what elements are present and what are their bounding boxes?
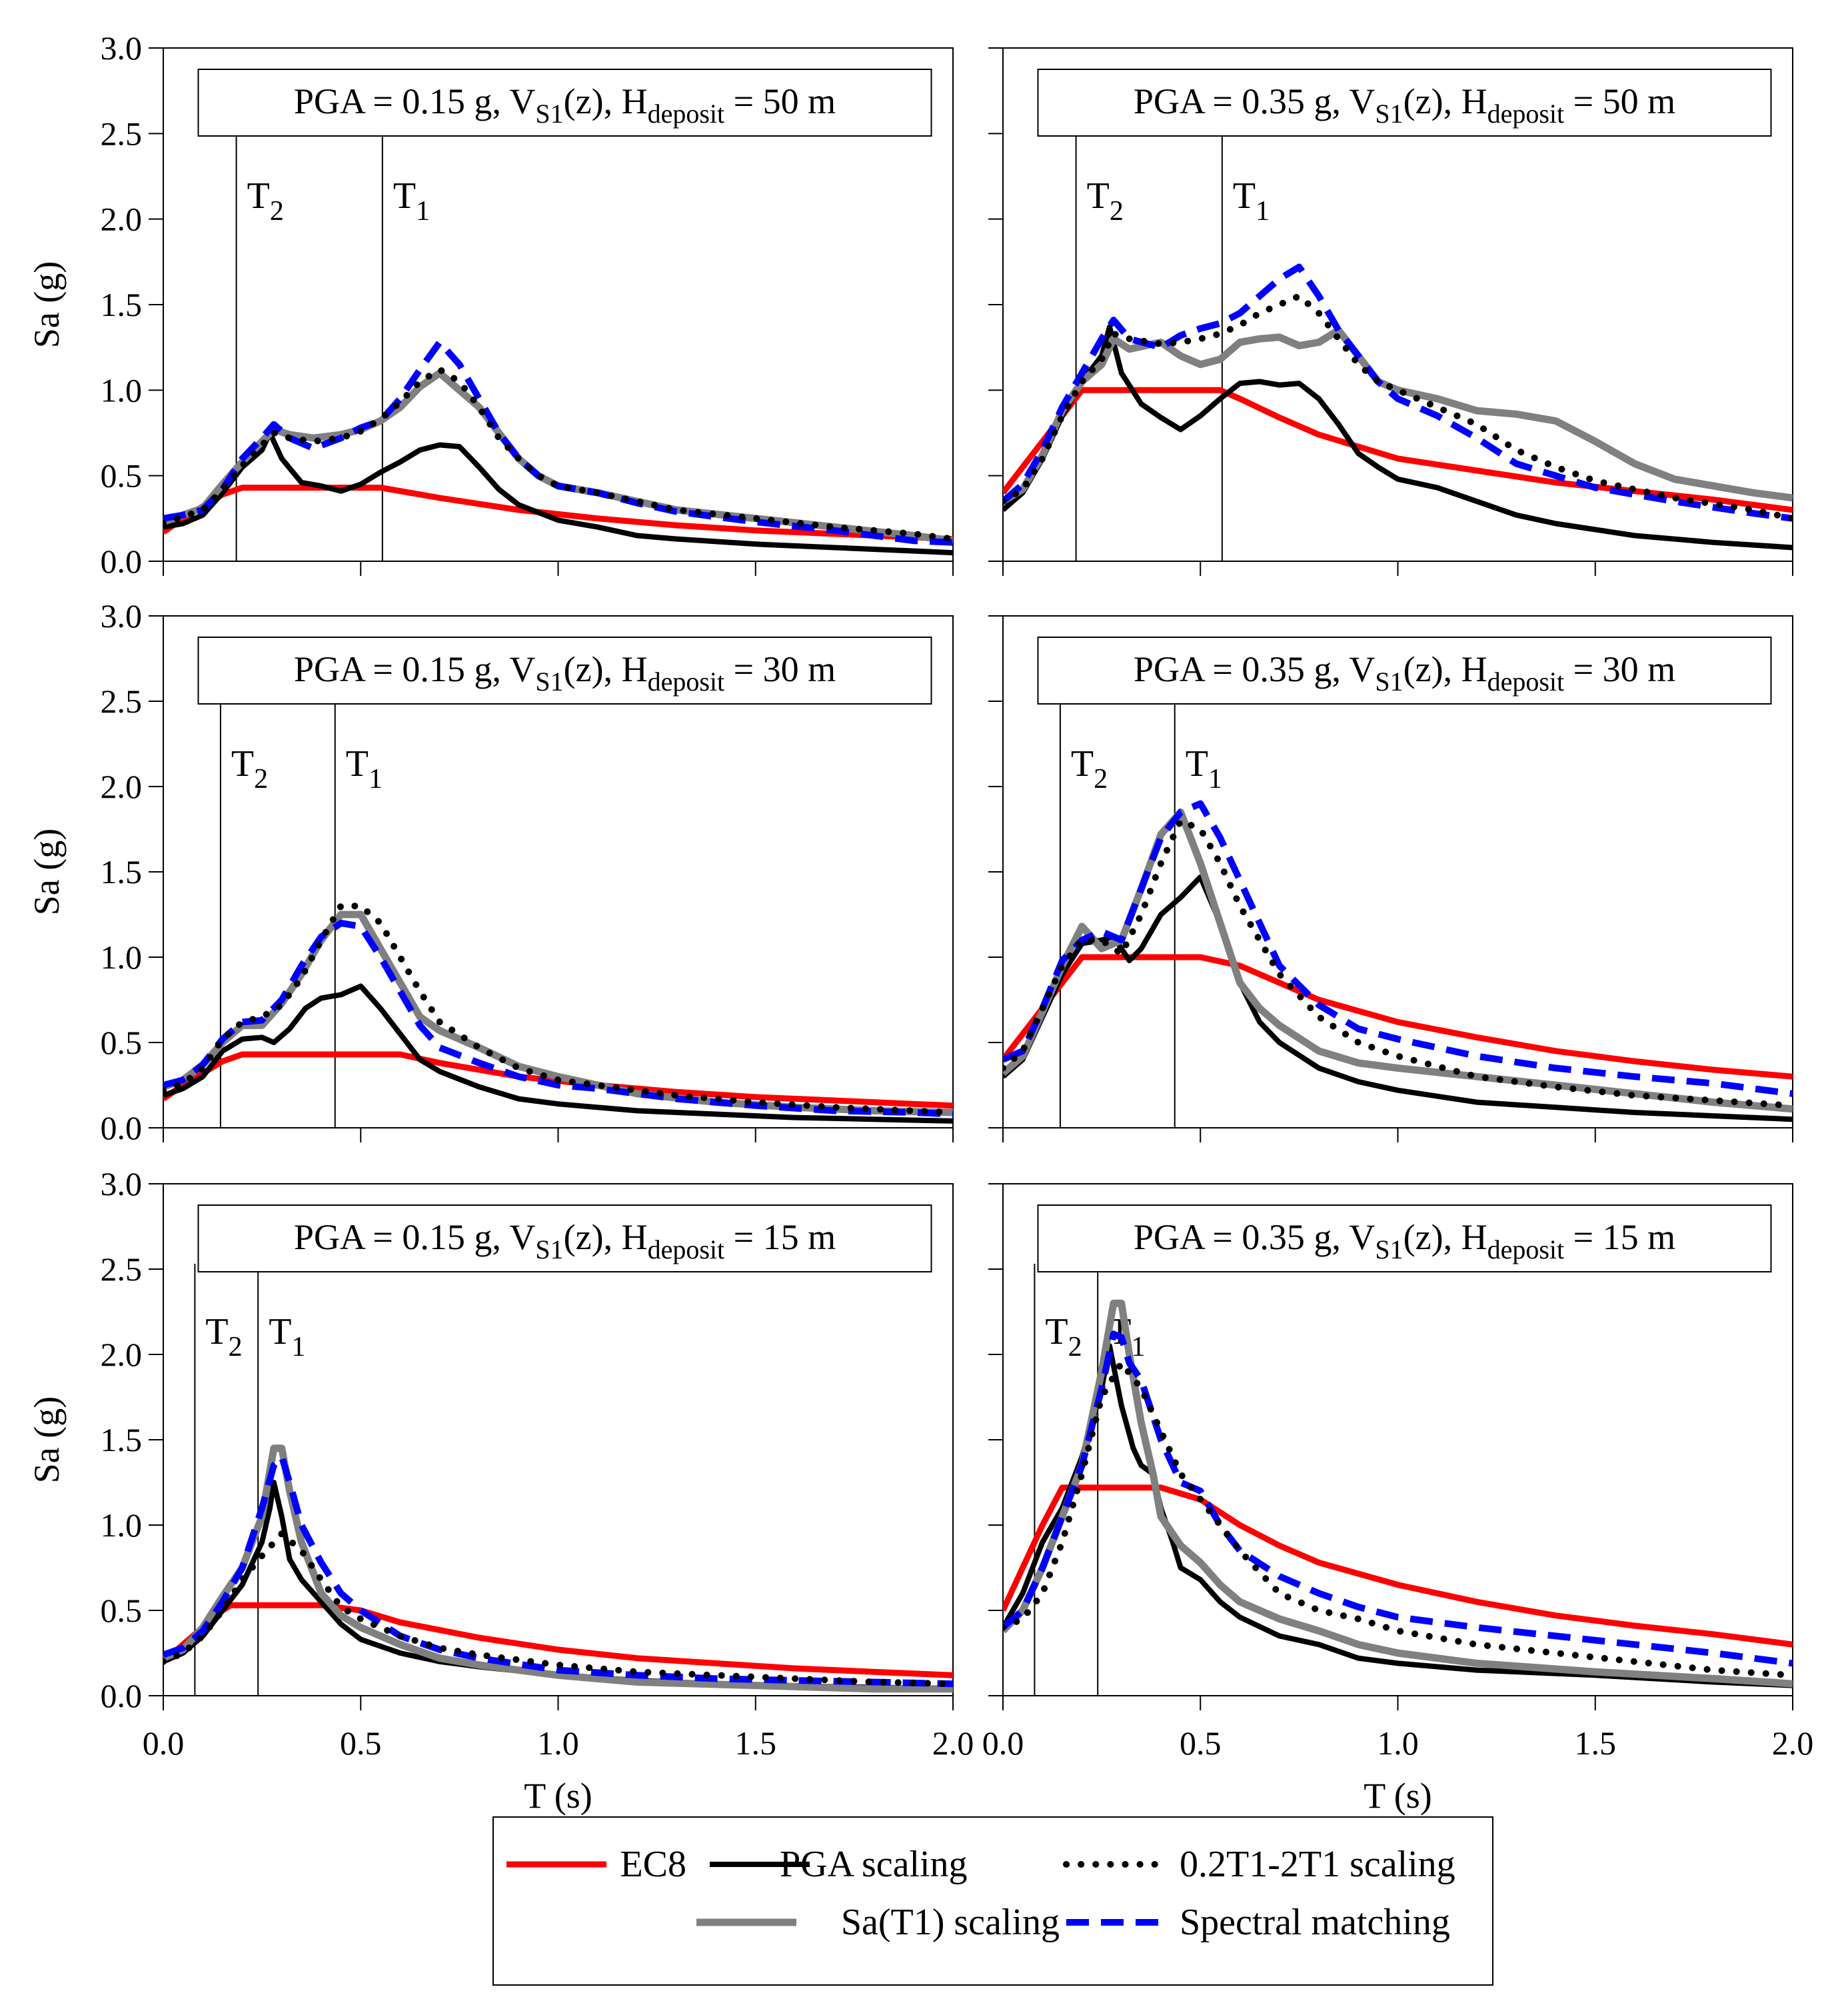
y-tick-label: 1.5 <box>101 853 143 891</box>
period-label-T1: T1 <box>393 175 430 227</box>
x-tick-label: 2.0 <box>932 1724 974 1762</box>
legend-item-sat1: Sa(T1) scaling <box>696 1902 1060 1943</box>
legend-label-pga: PGA scaling <box>780 1844 968 1885</box>
y-tick-label: 3.0 <box>101 1165 143 1202</box>
legend-item-range: 0.2T1-2T1 scaling <box>1063 1844 1455 1885</box>
y-tick-label: 0.0 <box>101 1677 143 1714</box>
y-tick-label: 2.5 <box>101 683 143 720</box>
y-tick-label: 2.0 <box>101 768 143 805</box>
legend-label-match: Spectral matching <box>1180 1902 1450 1943</box>
x-tick-label: 1.0 <box>1377 1724 1419 1762</box>
series-match-line <box>1003 1330 1793 1667</box>
period-label-T2: T2 <box>1071 743 1108 795</box>
panel-2: T2 T1 PGA = 0.35 g, VS1(z), Hdeposit = 50 … <box>988 47 1793 576</box>
series-sat1-line <box>1003 327 1793 505</box>
x-tick-label: 0.0 <box>143 1724 185 1762</box>
x-axis-label: T (s) <box>524 1776 592 1816</box>
series-pga-line <box>1003 324 1793 551</box>
x-tick-label: 1.5 <box>735 1724 777 1762</box>
panel-title-box <box>1037 69 1772 137</box>
y-tick-label: 3.0 <box>101 597 143 635</box>
series-match-line <box>163 1453 953 1688</box>
x-tick-label: 1.0 <box>537 1724 579 1762</box>
series-match-line <box>163 919 953 1118</box>
panel-title: PGA = 0.35 g, VS1(z), Hdeposit = 15 m <box>1134 1217 1675 1264</box>
y-tick-label: 0.5 <box>101 1024 143 1061</box>
x-tick-label: 1.5 <box>1575 1724 1617 1762</box>
y-tick-label: 1.0 <box>101 939 143 976</box>
series-sat1-line <box>163 1444 953 1693</box>
panel-3: 0.0 0.5 1.0 1.5 2.0 2.5 3.0 Sa (g) T2 T1 PGA = 0.1… <box>27 597 954 1146</box>
period-label-T1: T1 <box>1186 743 1222 795</box>
panel-4: T2 T1 PGA = 0.35 g, VS1(z), Hdeposit = 30 … <box>988 615 1793 1142</box>
legend-label-sat1: Sa(T1) scaling <box>841 1902 1060 1943</box>
period-label-T2: T2 <box>247 175 284 227</box>
series-range-line <box>1003 1359 1793 1679</box>
x-tick-label: 0.0 <box>982 1724 1024 1762</box>
legend-item-ec8: EC8 <box>506 1844 686 1885</box>
legend-item-pga: PGA scaling <box>710 1844 968 1885</box>
y-tick-label: 0.5 <box>101 1592 143 1629</box>
x-tick-label: 2.0 <box>1772 1724 1814 1762</box>
y-tick-label: 1.5 <box>101 286 143 323</box>
y-tick-label: 2.5 <box>101 115 143 152</box>
series-ec8-line <box>1003 1484 1793 1648</box>
series-match-line <box>1003 263 1793 522</box>
panel-title-box <box>197 69 932 137</box>
panel-title: PGA = 0.15 g, VS1(z), Hdeposit = 30 m <box>294 649 836 697</box>
series-pga-line <box>1003 1343 1793 1688</box>
panel-title: PGA = 0.35 g, VS1(z), Hdeposit = 30 m <box>1134 649 1675 697</box>
panel-title-box <box>197 637 932 705</box>
panel-title: PGA = 0.35 g, VS1(z), Hdeposit = 50 m <box>1134 81 1675 129</box>
series-pga-line <box>163 1480 953 1692</box>
x-tick-label: 0.5 <box>1180 1724 1222 1762</box>
y-tick-label: 3.0 <box>101 29 143 67</box>
panel-1: 0.0 0.5 1.0 1.5 2.0 2.5 3.0 Sa (g) T2 T1 PGA = 0.1… <box>27 29 954 580</box>
legend-label-ec8: EC8 <box>620 1844 686 1885</box>
y-tick-label: 1.0 <box>101 1506 143 1544</box>
period-label-T2: T2 <box>1045 1311 1082 1362</box>
x-tick-label: 0.5 <box>340 1724 382 1762</box>
legend: EC8 PGA scaling 0.2T1-2T1 scaling Sa(T1) sc… <box>492 1816 1493 1986</box>
period-label-T2: T2 <box>205 1311 242 1362</box>
series-range-line <box>163 366 953 543</box>
panel-title: PGA = 0.15 g, VS1(z), Hdeposit = 15 m <box>294 1217 836 1264</box>
x-axis-label: T (s) <box>1364 1776 1432 1816</box>
panel-title-box <box>1037 637 1772 705</box>
period-label-T2: T2 <box>1087 175 1124 227</box>
y-axis-label: Sa (g) <box>27 1396 67 1483</box>
period-label-T2: T2 <box>231 743 268 795</box>
panel-5: 0.0 0.5 1.0 1.5 2.0 2.5 3.0 0.0 0.5 1.0 1.5 2.0 Sa (… <box>27 1165 974 1816</box>
panels-layer: 0.0 0.5 1.0 1.5 2.0 2.5 3.0 Sa (g) T2 T1 PGA = 0.1… <box>27 29 1813 1816</box>
period-label-T1: T1 <box>269 1311 305 1362</box>
series-pga-line <box>163 983 953 1124</box>
series-sat1-line <box>1003 1299 1793 1688</box>
series-range-line <box>163 1530 953 1688</box>
y-tick-label: 0.0 <box>101 1109 143 1146</box>
legend-item-match: Spectral matching <box>1066 1902 1450 1943</box>
legend-label-range: 0.2T1-2T1 scaling <box>1180 1844 1455 1885</box>
y-tick-label: 0.0 <box>101 543 143 580</box>
y-axis-label: Sa (g) <box>27 261 67 348</box>
y-tick-label: 2.0 <box>101 201 143 238</box>
y-tick-label: 2.5 <box>101 1250 143 1288</box>
period-label-T1: T1 <box>346 743 383 795</box>
y-tick-label: 1.5 <box>101 1421 143 1458</box>
y-tick-label: 1.0 <box>101 371 143 409</box>
y-axis-label: Sa (g) <box>27 829 67 915</box>
y-tick-label: 2.0 <box>101 1336 143 1373</box>
period-label-T1: T1 <box>1233 175 1270 227</box>
panel-title-box <box>197 1204 932 1272</box>
panel-title-box <box>1037 1204 1772 1272</box>
series-pga-line <box>163 430 953 556</box>
series-range-line <box>1003 817 1793 1109</box>
legend-box <box>492 1816 1493 1986</box>
y-tick-label: 0.5 <box>101 457 143 495</box>
panel-title: PGA = 0.15 g, VS1(z), Hdeposit = 50 m <box>294 81 836 129</box>
series-ec8-line <box>1003 387 1793 513</box>
series-range-line <box>163 903 953 1116</box>
